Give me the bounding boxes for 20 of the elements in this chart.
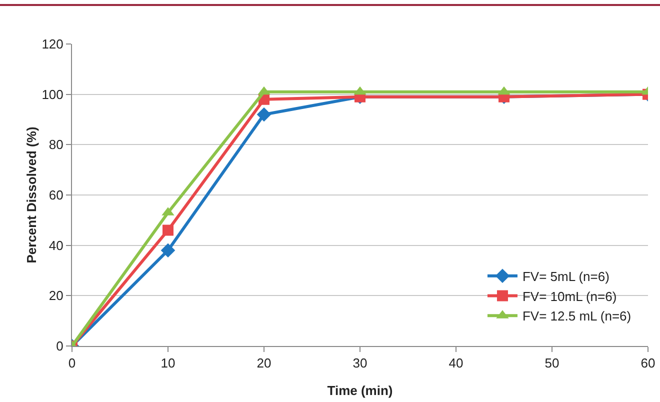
legend-label: FV= 10mL (n=6) bbox=[522, 288, 617, 304]
point bbox=[256, 107, 272, 122]
x-tick-label: 30 bbox=[352, 356, 368, 371]
legend-label: FV= 5mL (n=6) bbox=[522, 268, 610, 284]
x-tick-label: 40 bbox=[448, 356, 464, 371]
y-tick-label: 0 bbox=[56, 338, 64, 354]
y-tick-label: 60 bbox=[48, 188, 64, 203]
y-tick-label: 20 bbox=[48, 288, 64, 304]
y-tick-label: 100 bbox=[42, 86, 64, 102]
y-tick-label: 120 bbox=[42, 36, 64, 52]
x-axis-title: Time (min) bbox=[327, 383, 393, 398]
x-tick-label: 60 bbox=[640, 356, 656, 371]
y-tick-label: 80 bbox=[48, 137, 64, 152]
x-tick-label: 0 bbox=[68, 356, 76, 371]
x-tick-label: 50 bbox=[544, 356, 560, 371]
x-tick-label: 20 bbox=[256, 356, 272, 371]
y-axis-title: Percent Dissolved (%) bbox=[24, 126, 39, 264]
x-tick-label: 10 bbox=[160, 356, 176, 371]
y-tick-label: 40 bbox=[48, 238, 64, 253]
legend-label: FV= 12.5 mL (n=6) bbox=[522, 308, 632, 324]
